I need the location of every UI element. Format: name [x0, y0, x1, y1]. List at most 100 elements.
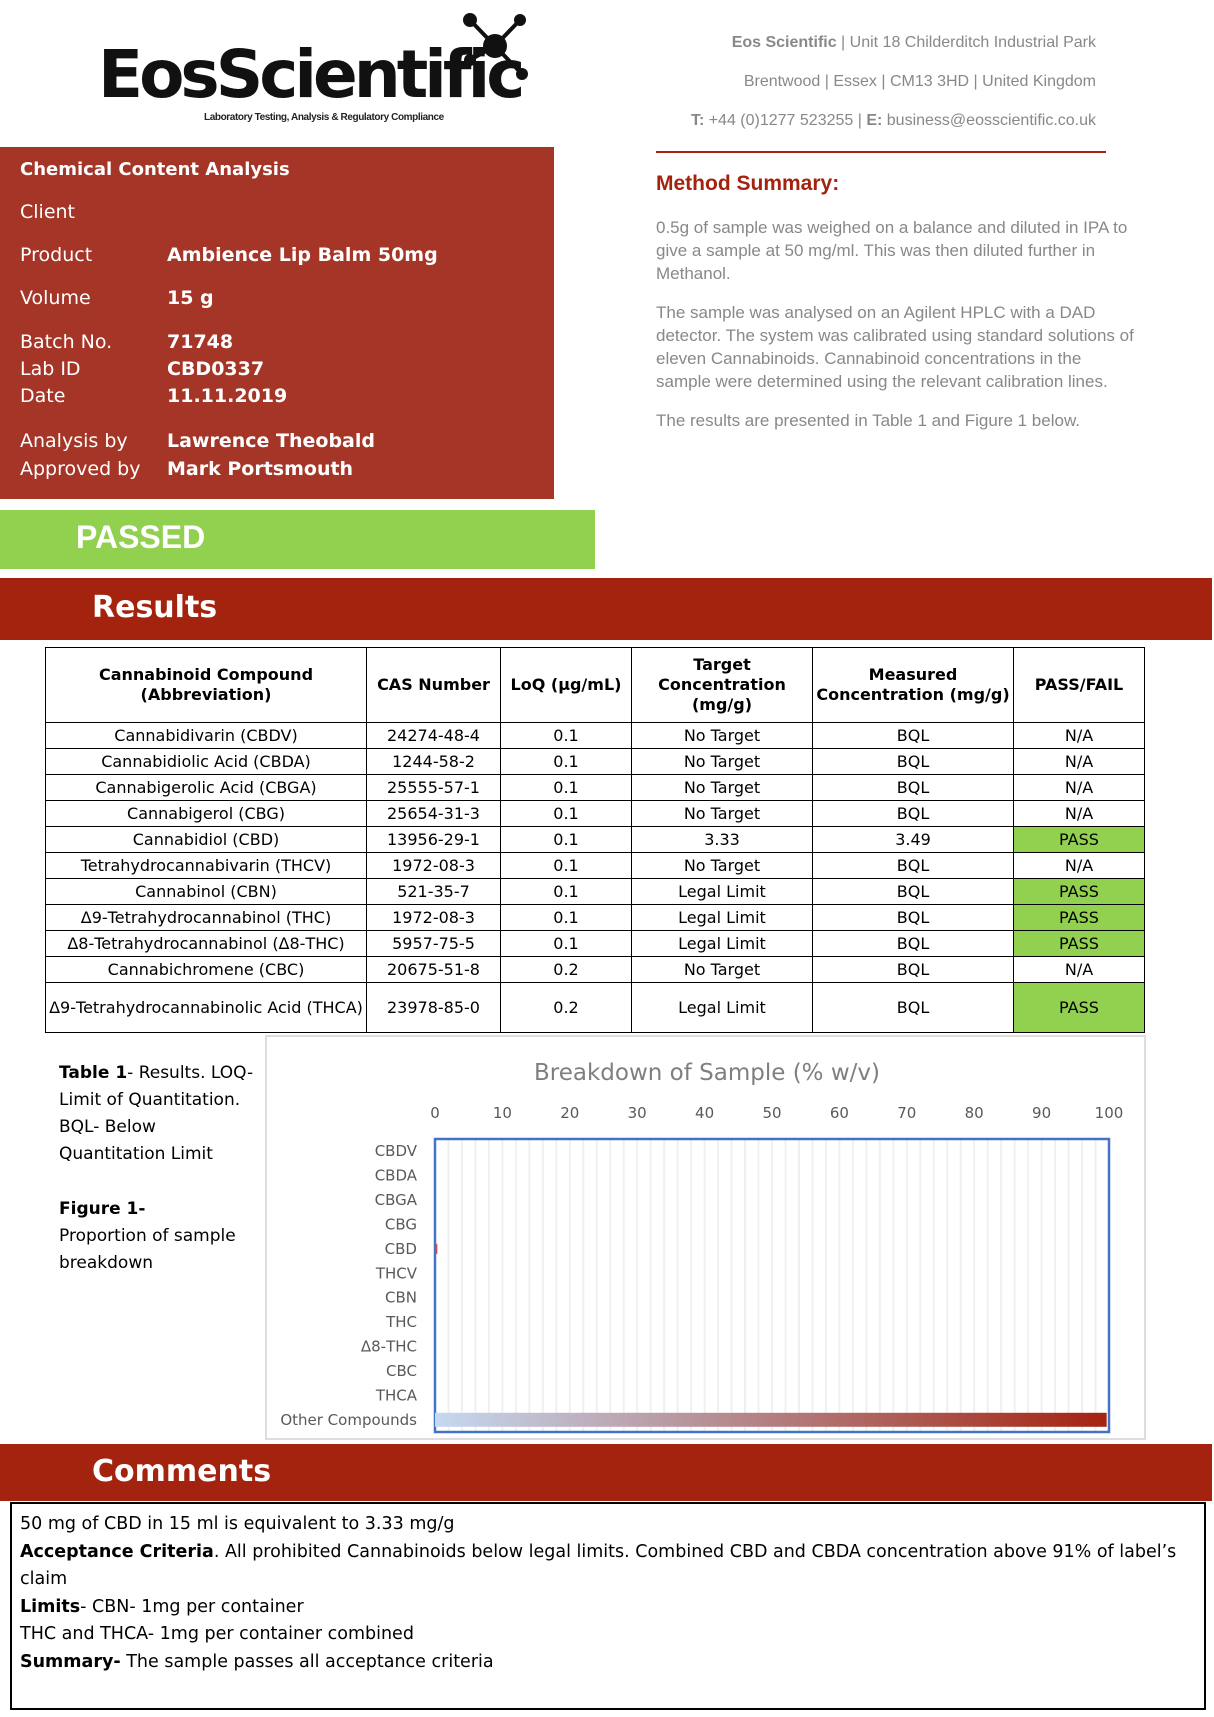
product-label: Product [20, 244, 93, 266]
y-category-label: CBD [385, 1240, 417, 1258]
result-cell: N/A [1013, 800, 1145, 827]
client-label: Client [20, 201, 76, 223]
result-cell: PASS [1013, 930, 1145, 957]
target-cell: 3.33 [631, 826, 813, 853]
measured-cell: BQL [812, 956, 1014, 983]
date-value: 11.11.2019 [167, 385, 288, 407]
compound-cell: Δ9-Tetrahydrocannabinol (THC) [45, 904, 367, 931]
table-row: Δ9-Tetrahydrocannabinolic Acid (THCA) 239… [45, 982, 1145, 1033]
method-summary-body: 0.5g of sample was weighed on a balance … [656, 216, 1136, 448]
analysis-label: Analysis by [20, 430, 128, 452]
compound-cell: Cannabidiolic Acid (CBDA) [45, 748, 367, 775]
comment-line: 50 mg of CBD in 15 ml is equivalent to 3… [20, 1514, 455, 1534]
cas-cell: 1244-58-2 [366, 748, 501, 775]
table-row: Cannabichromene (CBC) 20675-51-8 0.2 No Tar… [45, 956, 1145, 983]
chart-title: Breakdown of Sample (% w/v) [534, 1060, 880, 1086]
column-header: CAS Number [366, 647, 501, 723]
table-row: Tetrahydrocannabivarin (THCV) 1972-08-3 0.… [45, 852, 1145, 879]
table-row: Cannabidiolic Acid (CBDA) 1244-58-2 0.1 No … [45, 748, 1145, 775]
method-summary-title: Method Summary: [656, 172, 840, 195]
measured-cell: 3.49 [812, 826, 1014, 853]
compound-cell: Δ8-Tetrahydrocannabinol (Δ8-THC) [45, 930, 367, 957]
analysis-value: Lawrence Theobald [167, 430, 375, 452]
cas-cell: 1972-08-3 [366, 852, 501, 879]
measured-cell: BQL [812, 852, 1014, 879]
compound-cell: Cannabidiol (CBD) [45, 826, 367, 853]
approved-value: Mark Portsmouth [167, 458, 354, 480]
x-tick-label: 20 [560, 1104, 579, 1122]
x-tick-label: 10 [493, 1104, 512, 1122]
cas-cell: 20675-51-8 [366, 956, 501, 983]
compound-cell: Cannabigerolic Acid (CBGA) [45, 774, 367, 801]
x-tick-label: 80 [965, 1104, 984, 1122]
column-header: Target Concentration (mg/g) [631, 647, 813, 723]
measured-cell: BQL [812, 800, 1014, 827]
comments-box: 50 mg of CBD in 15 ml is equivalent to 3… [10, 1502, 1206, 1710]
loq-cell: 0.1 [500, 826, 632, 853]
logo-tagline: Laboratory Testing, Analysis & Regulator… [204, 112, 444, 123]
table-row: Δ8-Tetrahydrocannabinol (Δ8-THC) 5957-75-… [45, 930, 1145, 957]
bar-other-compounds [435, 1412, 1107, 1427]
limits: Limits- CBN- 1mg per container [20, 1596, 304, 1617]
logo-text: EosScientific [98, 36, 525, 113]
x-tick-label: 40 [695, 1104, 714, 1122]
cas-cell: 25654-31-3 [366, 800, 501, 827]
cas-cell: 24274-48-4 [366, 722, 501, 749]
table-caption: Table 1- Results. LOQ-Limit of Quantitat… [59, 1063, 254, 1164]
compound-cell: Cannabidivarin (CBDV) [45, 722, 367, 749]
acceptance-criteria: Acceptance Criteria. All prohibited Cann… [20, 1541, 1177, 1590]
table-row: Cannabidivarin (CBDV) 24274-48-4 0.1 No Tar… [45, 722, 1145, 749]
y-category-label: CBGA [375, 1191, 418, 1209]
batch-label: Batch No. [20, 331, 113, 353]
result-cell: PASS [1013, 878, 1145, 905]
measured-cell: BQL [812, 904, 1014, 931]
column-header: PASS/FAIL [1013, 647, 1145, 723]
volume-value: 15 g [167, 287, 214, 309]
y-category-label: THCV [375, 1264, 418, 1282]
sample-info-panel: Chemical Content Analysis Client Product… [0, 147, 554, 499]
approved-label: Approved by [20, 458, 141, 480]
compound-cell: Tetrahydrocannabivarin (THCV) [45, 852, 367, 879]
product-value: Ambience Lip Balm 50mg [167, 244, 438, 266]
target-cell: No Target [631, 956, 813, 983]
result-cell: PASS [1013, 982, 1145, 1033]
measured-cell: BQL [812, 748, 1014, 775]
compound-cell: Cannabichromene (CBC) [45, 956, 367, 983]
measured-cell: BQL [812, 722, 1014, 749]
result-cell: PASS [1013, 904, 1145, 931]
comments-heading: Comments [0, 1444, 1212, 1501]
table-row: Cannabidiol (CBD) 13956-29-1 0.1 3.33 3.49 PA… [45, 826, 1145, 853]
table-row: Δ9-Tetrahydrocannabinol (THC) 1972-08-3 0.… [45, 904, 1145, 931]
compound-cell: Δ9-Tetrahydrocannabinolic Acid (THCA) [45, 982, 367, 1033]
measured-cell: BQL [812, 930, 1014, 957]
batch-value: 71748 [167, 331, 234, 353]
molecule-icon [463, 13, 528, 80]
cas-cell: 521-35-7 [366, 878, 501, 905]
measured-cell: BQL [812, 774, 1014, 801]
x-tick-label: 100 [1095, 1104, 1124, 1122]
x-tick-label: 60 [830, 1104, 849, 1122]
compound-cell: Cannabigerol (CBG) [45, 800, 367, 827]
y-category-label: THCA [375, 1386, 418, 1404]
result-cell: PASS [1013, 826, 1145, 853]
loq-cell: 0.1 [500, 722, 632, 749]
loq-cell: 0.1 [500, 800, 632, 827]
x-tick-label: 90 [1032, 1104, 1051, 1122]
table-figure-caption: Table 1- Results. LOQ-Limit of Quantitat… [59, 1060, 259, 1277]
comment-line: THC and THCA- 1mg per container combined [20, 1624, 414, 1644]
loq-cell: 0.1 [500, 878, 632, 905]
table-row: Cannabigerol (CBG) 25654-31-3 0.1 No Target… [45, 800, 1145, 827]
y-category-label: CBDV [375, 1142, 418, 1160]
cas-cell: 5957-75-5 [366, 930, 501, 957]
table-row: Cannabinol (CBN) 521-35-7 0.1 Legal Limit BQ… [45, 878, 1145, 905]
status-badge: PASSED [0, 510, 595, 569]
breakdown-chart: Breakdown of Sample (% w/v) 0 10 20 30 40 50 60… [265, 1035, 1146, 1440]
table-row: Cannabigerolic Acid (CBGA) 25555-57-1 0.1 N… [45, 774, 1145, 801]
x-tick-label: 70 [897, 1104, 916, 1122]
column-header: Measured Concentration (mg/g) [812, 647, 1014, 723]
y-category-label: CBC [386, 1362, 417, 1380]
bar-cbd [435, 1243, 438, 1254]
date-label: Date [20, 385, 66, 407]
target-cell: Legal Limit [631, 904, 813, 931]
cas-cell: 1972-08-3 [366, 904, 501, 931]
